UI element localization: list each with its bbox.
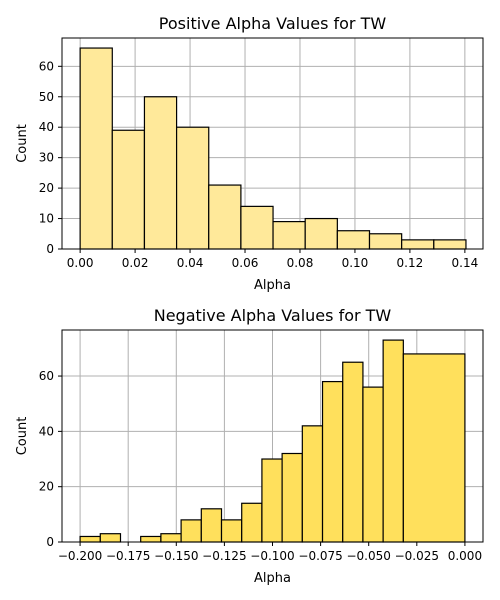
negative-chart-yticks: 0 20 40 60 [39, 369, 62, 549]
positive-histogram-bar [79, 47, 113, 250]
positive-chart-axes [61, 37, 484, 250]
positive-ytick-label: 0 [46, 242, 54, 256]
positive-chart-ylabel: Count [15, 124, 30, 163]
negative-histogram-bar [261, 458, 283, 543]
negative-xtick-label: −0.075 [298, 549, 342, 563]
positive-ytick-label: 20 [39, 181, 54, 195]
negative-histogram-bar [200, 508, 223, 543]
negative-histogram-bar [79, 535, 101, 543]
positive-histogram-bar [304, 217, 338, 250]
positive-xtick-label: 0.12 [397, 256, 424, 270]
positive-histogram-bar [401, 239, 435, 250]
negative-xtick-label: −0.050 [346, 549, 390, 563]
negative-ytick-label: 0 [46, 535, 54, 549]
negative-alpha-chart: Negative Alpha Values for TW −0.200 −0.17… [15, 306, 484, 586]
negative-histogram-bar [160, 533, 182, 543]
positive-histogram-bar [368, 233, 403, 250]
positive-chart-xticks: 0.00 0.02 0.04 0.06 0.08 0.10 0.12 0.14 [67, 249, 478, 270]
positive-histogram-bar [208, 184, 242, 250]
positive-chart-title: Positive Alpha Values for TW [159, 14, 387, 33]
negative-ytick-label: 40 [39, 424, 54, 438]
positive-chart-xlabel: Alpha [254, 278, 291, 293]
positive-xtick-label: 0.08 [287, 256, 314, 270]
negative-xtick-label: −0.150 [154, 549, 198, 563]
negative-chart-xlabel: Alpha [254, 571, 291, 586]
negative-chart-ylabel: Count [15, 417, 30, 456]
negative-histogram-bar [180, 519, 202, 543]
negative-xtick-label: −0.100 [250, 549, 294, 563]
negative-xtick-label: −0.200 [58, 549, 102, 563]
positive-ytick-label: 50 [39, 90, 54, 104]
negative-histogram-bar [382, 339, 404, 543]
positive-xtick-label: 0.14 [452, 256, 479, 270]
positive-chart-bars [79, 47, 467, 250]
negative-histogram-bar [402, 353, 466, 543]
negative-histogram-bar [140, 535, 162, 543]
negative-chart-title: Negative Alpha Values for TW [154, 306, 392, 325]
positive-alpha-chart: Positive Alpha Values for TW 0.00 0.02 0.0… [15, 14, 484, 293]
positive-histogram-bar [111, 129, 146, 250]
negative-histogram-bar [241, 502, 263, 543]
positive-histogram-bar [175, 126, 210, 250]
positive-histogram-bar [433, 239, 467, 250]
negative-histogram-bar [362, 386, 384, 543]
positive-ytick-label: 60 [39, 59, 54, 73]
negative-histogram-bar [99, 533, 122, 543]
negative-xtick-label: −0.175 [106, 549, 150, 563]
positive-histogram-bar [336, 230, 371, 250]
positive-xtick-label: 0.04 [177, 256, 204, 270]
negative-chart-bars [79, 339, 466, 543]
negative-ytick-label: 20 [39, 480, 54, 494]
negative-chart-xticks: −0.200 −0.175 −0.150 −0.125 −0.100 −0.075 −0.0… [58, 542, 482, 563]
positive-histogram-bar [143, 96, 178, 250]
positive-ytick-label: 10 [39, 212, 54, 226]
negative-ytick-label: 60 [39, 369, 54, 383]
positive-chart-yticks: 0 10 20 30 40 50 60 [39, 59, 62, 256]
negative-histogram-bar [281, 452, 303, 543]
negative-xtick-label: −0.025 [395, 549, 439, 563]
negative-histogram-bar [301, 425, 324, 543]
positive-histogram-bar [240, 205, 274, 250]
positive-xtick-label: 0.10 [342, 256, 369, 270]
negative-histogram-bar [342, 361, 364, 543]
positive-xtick-label: 0.06 [232, 256, 259, 270]
negative-histogram-bar [220, 519, 243, 543]
positive-xtick-label: 0.00 [67, 256, 94, 270]
positive-ytick-label: 30 [39, 151, 54, 165]
negative-xtick-label: 0.000 [448, 549, 482, 563]
positive-histogram-bar [272, 220, 306, 250]
negative-xtick-label: −0.125 [202, 549, 246, 563]
positive-xtick-label: 0.02 [122, 256, 149, 270]
negative-histogram-bar [321, 380, 344, 543]
positive-ytick-label: 40 [39, 120, 54, 134]
